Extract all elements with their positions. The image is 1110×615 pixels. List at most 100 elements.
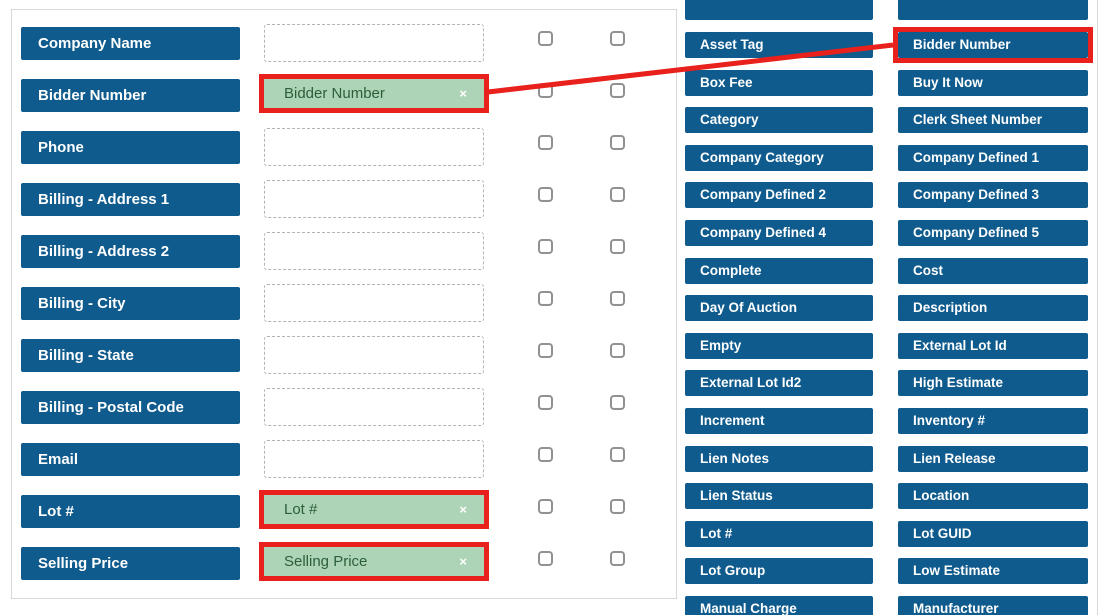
mapped-chip[interactable]: Bidder Number × xyxy=(264,79,484,108)
available-field-chip[interactable]: Company Defined 3 xyxy=(898,182,1088,208)
mapping-row: Selling Price Selling Price × xyxy=(12,542,676,595)
available-field-chip[interactable]: Location xyxy=(898,483,1088,509)
remove-mapping-icon[interactable]: × xyxy=(459,554,467,569)
drop-zone[interactable] xyxy=(264,24,484,62)
available-field-chip[interactable]: Manufacturer xyxy=(898,596,1088,615)
available-field-chip[interactable]: Company Defined 4 xyxy=(685,220,873,246)
available-field-chip[interactable]: Company Category xyxy=(685,145,873,171)
field-label: Email xyxy=(21,443,240,476)
available-field-chip[interactable]: Company Defined 1 xyxy=(898,145,1088,171)
available-field-chip[interactable]: Lot GUID xyxy=(898,521,1088,547)
available-field-chip[interactable]: Inventory # xyxy=(898,408,1088,434)
highlight-frame: Selling Price × xyxy=(259,542,489,581)
drop-zone[interactable] xyxy=(264,440,484,478)
available-field-chip[interactable]: Lot # xyxy=(685,521,873,547)
checkbox-col1[interactable] xyxy=(538,31,553,46)
available-field-chip[interactable]: Lien Release xyxy=(898,446,1088,472)
drop-zone[interactable] xyxy=(264,232,484,270)
mapped-chip[interactable]: Lot # × xyxy=(264,495,484,524)
mapped-chip-label: Bidder Number xyxy=(284,85,385,102)
field-label: Billing - Address 2 xyxy=(21,235,240,268)
drop-zone[interactable] xyxy=(264,284,484,322)
available-field-chip[interactable]: Box Fee xyxy=(685,70,873,96)
checkbox-col2[interactable] xyxy=(610,83,625,98)
mapped-chip[interactable]: Selling Price × xyxy=(264,547,484,576)
field-label: Billing - State xyxy=(21,339,240,372)
available-field-chip[interactable]: Manual Charge xyxy=(685,596,873,615)
checkbox-col1[interactable] xyxy=(538,135,553,150)
checkbox-col2[interactable] xyxy=(610,291,625,306)
field-label: Company Name xyxy=(21,27,240,60)
available-panel-border xyxy=(1097,0,1098,615)
mapping-row: Billing - Address 2 xyxy=(12,231,676,283)
mapping-row: Phone xyxy=(12,127,676,179)
available-field-chip[interactable]: Asset Tag xyxy=(685,32,873,58)
checkbox-col1[interactable] xyxy=(538,499,553,514)
highlight-frame: Lot # × xyxy=(259,490,489,529)
mapping-panel: Company Name Bidder Number Bidder Number… xyxy=(11,9,677,599)
mapping-row: Lot # Lot # × xyxy=(12,490,676,543)
available-field-chip[interactable]: Lien Notes xyxy=(685,446,873,472)
available-field-chip[interactable]: Empty xyxy=(685,333,873,359)
available-field-chip[interactable]: Clerk Sheet Number xyxy=(898,107,1088,133)
available-field-chip[interactable]: Category xyxy=(685,107,873,133)
mapped-chip-label: Selling Price xyxy=(284,553,368,570)
available-field-chip[interactable]: Buy It Now xyxy=(898,70,1088,96)
available-field-chip[interactable]: Complete xyxy=(685,258,873,284)
available-field-chip[interactable]: External Lot Id2 xyxy=(685,370,873,396)
checkbox-col1[interactable] xyxy=(538,187,553,202)
remove-mapping-icon[interactable]: × xyxy=(459,86,467,101)
mapping-row: Billing - State xyxy=(12,335,676,387)
mapped-chip-label: Lot # xyxy=(284,501,318,518)
checkbox-col1[interactable] xyxy=(538,239,553,254)
checkbox-col2[interactable] xyxy=(610,135,625,150)
field-label: Lot # xyxy=(21,495,240,528)
available-field-chip[interactable]: High Estimate xyxy=(898,370,1088,396)
available-field-chip[interactable]: Lien Status xyxy=(685,483,873,509)
field-label: Billing - City xyxy=(21,287,240,320)
checkbox-col2[interactable] xyxy=(610,395,625,410)
checkbox-col1[interactable] xyxy=(538,83,553,98)
mapping-row: Email xyxy=(12,439,676,491)
drop-zone[interactable] xyxy=(264,336,484,374)
available-field-chip[interactable]: Description xyxy=(898,295,1088,321)
field-label: Selling Price xyxy=(21,547,240,580)
drop-zone[interactable] xyxy=(264,128,484,166)
checkbox-col2[interactable] xyxy=(610,343,625,358)
field-label: Bidder Number xyxy=(21,79,240,112)
available-field-chip[interactable]: Day Of Auction xyxy=(685,295,873,321)
available-field-chip[interactable] xyxy=(685,0,873,20)
mapping-row: Company Name xyxy=(12,23,676,75)
checkbox-col2[interactable] xyxy=(610,551,625,566)
available-field-chip[interactable]: Lot Group xyxy=(685,558,873,584)
mapping-row: Bidder Number Bidder Number × xyxy=(12,74,676,127)
checkbox-col2[interactable] xyxy=(610,499,625,514)
checkbox-col2[interactable] xyxy=(610,187,625,202)
mapping-row: Billing - City xyxy=(12,283,676,335)
available-field-chip[interactable]: Increment xyxy=(685,408,873,434)
drop-zone[interactable] xyxy=(264,180,484,218)
available-field-chip[interactable]: External Lot Id xyxy=(898,333,1088,359)
checkbox-col1[interactable] xyxy=(538,551,553,566)
available-field-chip[interactable]: Bidder Number xyxy=(898,32,1088,58)
checkbox-col1[interactable] xyxy=(538,343,553,358)
checkbox-col1[interactable] xyxy=(538,395,553,410)
mapping-row: Billing - Postal Code xyxy=(12,387,676,439)
checkbox-col2[interactable] xyxy=(610,447,625,462)
remove-mapping-icon[interactable]: × xyxy=(459,502,467,517)
checkbox-col1[interactable] xyxy=(538,291,553,306)
highlight-frame: Bidder Number × xyxy=(259,74,489,113)
checkbox-col2[interactable] xyxy=(610,31,625,46)
drop-zone[interactable] xyxy=(264,388,484,426)
field-label: Billing - Address 1 xyxy=(21,183,240,216)
field-label: Phone xyxy=(21,131,240,164)
available-field-chip[interactable] xyxy=(898,0,1088,20)
available-field-chip[interactable]: Cost xyxy=(898,258,1088,284)
checkbox-col1[interactable] xyxy=(538,447,553,462)
mapping-row: Billing - Address 1 xyxy=(12,179,676,231)
available-field-chip[interactable]: Company Defined 5 xyxy=(898,220,1088,246)
available-field-chip[interactable]: Low Estimate xyxy=(898,558,1088,584)
checkbox-col2[interactable] xyxy=(610,239,625,254)
available-field-chip[interactable]: Company Defined 2 xyxy=(685,182,873,208)
